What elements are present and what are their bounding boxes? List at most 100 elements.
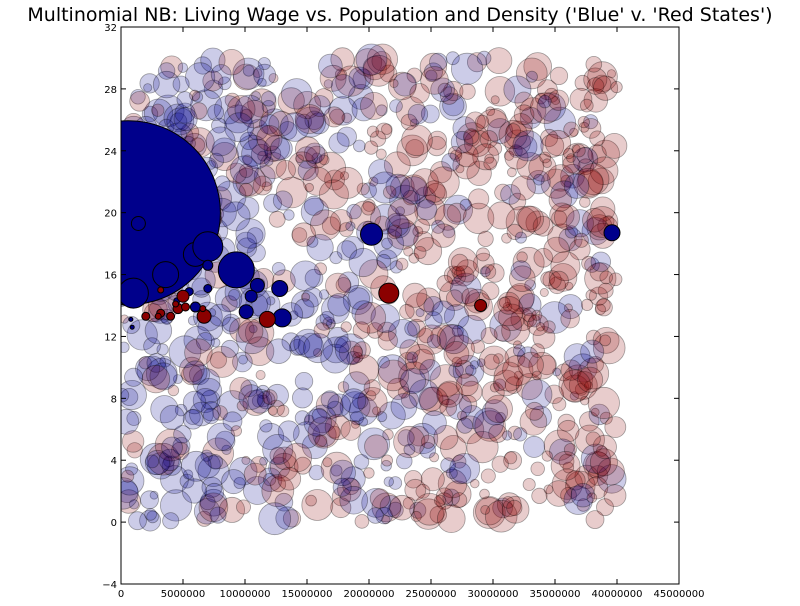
blue-background-point — [308, 95, 331, 117]
blue-background-point — [500, 184, 521, 205]
red-background-point — [592, 75, 619, 101]
blue-background-point — [438, 394, 450, 406]
blue-background-point — [538, 301, 571, 334]
blue-background-point — [389, 260, 403, 274]
red-background-point — [334, 68, 348, 81]
blue-background-point — [406, 351, 419, 364]
blue-background-point — [145, 454, 160, 469]
blue-background-point — [193, 56, 212, 75]
red-background-point — [548, 276, 566, 295]
blue-background-point — [253, 63, 277, 87]
red-background-point — [542, 158, 552, 169]
blue-background-point — [320, 390, 340, 409]
blue-background-point — [169, 112, 188, 131]
red-background-point — [218, 496, 245, 523]
blue-background-point — [442, 94, 465, 117]
blue-background-point — [348, 247, 378, 278]
red-background-point — [579, 98, 594, 113]
red-background-point — [335, 277, 352, 293]
blue-background-point — [263, 134, 291, 162]
red-background-point — [498, 119, 528, 150]
red-background-point — [496, 492, 522, 517]
blue-background-point — [327, 393, 352, 418]
red-background-point — [365, 390, 377, 402]
blue-background-point — [430, 77, 455, 103]
red-background-point — [589, 130, 606, 147]
red-background-point — [247, 88, 277, 118]
highlighted-points-layer — [121, 120, 621, 330]
blue-background-point — [465, 364, 477, 377]
blue-background-point — [265, 383, 289, 407]
red-background-point — [239, 99, 269, 129]
blue-background-point — [332, 477, 352, 497]
red-background-point — [170, 441, 190, 461]
red-background-point — [218, 49, 245, 76]
blue-background-point — [136, 355, 168, 387]
red-background-point — [587, 465, 609, 486]
red-background-point — [487, 141, 503, 156]
red-background-point — [364, 434, 389, 459]
red-background-point — [454, 143, 479, 168]
blue-background-point — [139, 73, 160, 94]
blue-background-point — [146, 353, 167, 373]
blue-background-point — [568, 353, 598, 383]
blue-background-point — [318, 53, 343, 79]
red-background-point — [603, 484, 627, 508]
blue-background-point — [370, 303, 400, 334]
red-background-point — [402, 496, 416, 510]
red-background-point — [313, 322, 330, 339]
red-background-point — [435, 492, 454, 510]
blue-background-point — [377, 355, 390, 369]
blue-highlight-point — [128, 316, 134, 322]
red-background-point — [530, 461, 545, 477]
red-background-point — [531, 309, 543, 321]
blue-background-point — [121, 477, 139, 510]
red-background-point — [413, 245, 427, 259]
red-background-point — [550, 450, 581, 481]
red-background-point — [322, 316, 336, 330]
blue-background-point — [242, 64, 255, 77]
red-background-point — [307, 416, 340, 449]
y-tick-label: 24 — [104, 147, 117, 158]
red-background-point — [431, 223, 456, 248]
red-background-point — [599, 270, 613, 285]
blue-background-point — [121, 380, 147, 410]
blue-background-point — [306, 234, 334, 262]
blue-background-point — [200, 449, 213, 462]
red-background-point — [420, 467, 445, 492]
blue-background-point — [408, 379, 440, 411]
blue-background-point — [272, 190, 293, 211]
blue-highlight-point — [130, 216, 146, 231]
blue-background-point — [590, 251, 612, 272]
red-background-point — [180, 122, 200, 142]
blue-background-point — [241, 138, 272, 170]
red-background-point — [547, 223, 577, 253]
red-background-point — [154, 428, 188, 462]
red-background-point — [353, 48, 383, 77]
red-background-point — [560, 359, 582, 381]
red-background-point — [362, 54, 395, 87]
red-background-point — [151, 103, 165, 117]
red-background-point — [504, 451, 518, 465]
red-background-point — [375, 148, 387, 160]
red-background-point — [330, 47, 355, 72]
blue-background-point — [177, 62, 189, 73]
red-background-point — [305, 145, 329, 169]
blue-background-point — [517, 346, 539, 368]
red-background-point — [275, 176, 308, 209]
blue-background-point — [419, 441, 437, 459]
y-tick-label: −4 — [102, 580, 117, 591]
red-background-point — [416, 324, 447, 355]
blue-highlight-point — [129, 324, 135, 330]
blue-background-point — [341, 235, 365, 259]
red-background-point — [547, 164, 575, 192]
red-background-point — [466, 160, 492, 187]
red-background-point — [240, 108, 253, 122]
blue-background-point — [266, 296, 276, 306]
blue-background-point — [277, 420, 300, 443]
red-background-point — [585, 56, 603, 73]
red-background-point — [202, 70, 224, 92]
red-background-point — [418, 327, 434, 344]
red-background-point — [475, 497, 504, 526]
red-background-point — [490, 95, 500, 105]
